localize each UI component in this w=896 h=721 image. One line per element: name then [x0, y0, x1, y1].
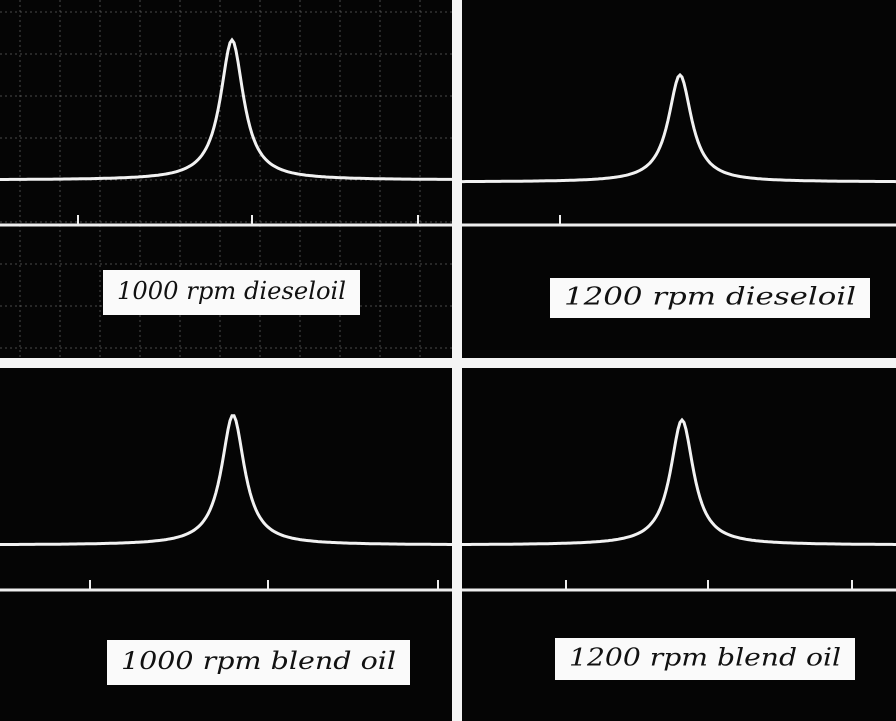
- panel-label: 1200 rpm blend oil: [569, 644, 841, 672]
- signal-trace: [462, 72, 896, 184]
- label-card: [107, 640, 410, 685]
- label-card: [550, 278, 870, 318]
- signal-trace: [0, 414, 452, 546]
- panel-label: 1200 rpm dieseloil: [564, 283, 856, 311]
- label-card: [103, 270, 360, 315]
- signal-trace: [462, 417, 896, 546]
- panel-label: 1000 rpm dieseloil: [117, 277, 346, 305]
- label-card: [555, 638, 855, 680]
- signal-trace: [0, 37, 452, 181]
- panel-label: 1000 rpm blend oil: [121, 647, 396, 675]
